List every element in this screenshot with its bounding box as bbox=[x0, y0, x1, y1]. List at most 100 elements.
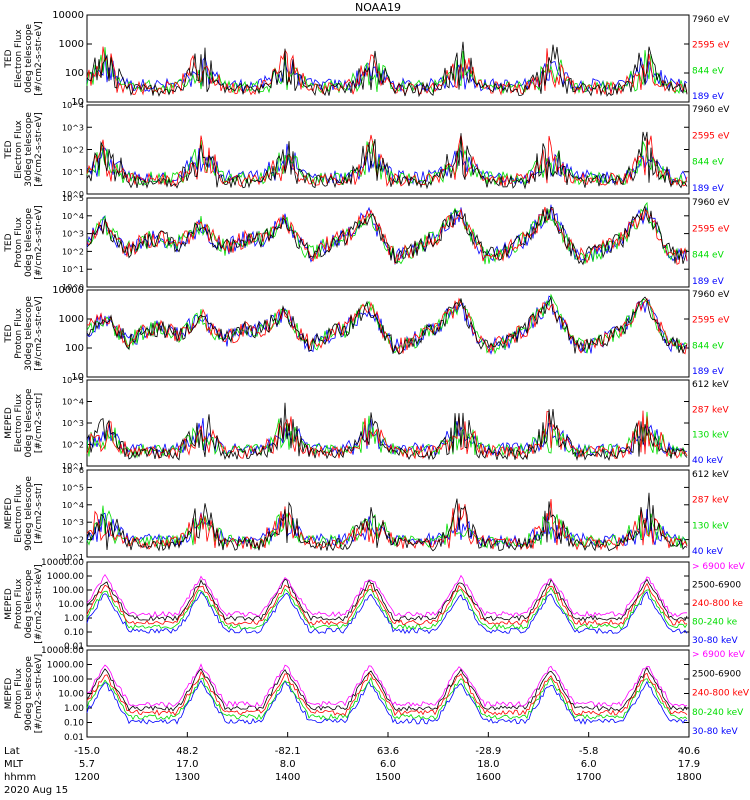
y-axis-label-line: 30deg telescope bbox=[24, 112, 34, 187]
y-axis-label-line: 0deg telescope bbox=[24, 208, 34, 278]
x-tick-label: 17.0 bbox=[176, 759, 198, 770]
x-row-label: MLT bbox=[4, 759, 24, 770]
series-trace bbox=[86, 586, 688, 630]
series-trace bbox=[86, 41, 688, 98]
y-axis-label-line: MEPED bbox=[4, 407, 14, 439]
y-tick-label: 10.00 bbox=[58, 690, 84, 700]
y-tick-label: 100.00 bbox=[53, 675, 85, 685]
y-tick-label: 1000.00 bbox=[47, 572, 84, 582]
y-axis-label: TEDElectron Flux30deg telescope[#/cm2-s-… bbox=[4, 112, 44, 187]
series-trace bbox=[86, 418, 688, 457]
x-tick-label: 5.7 bbox=[79, 759, 95, 770]
y-tick-label: 10000.00 bbox=[41, 646, 84, 656]
x-tick-label: 6.0 bbox=[380, 759, 396, 770]
y-tick-label: 10^2 bbox=[62, 441, 84, 450]
series-trace bbox=[86, 293, 688, 355]
y-axis-label: TEDElectron Flux0deg telescope[#/cm2-s-s… bbox=[4, 21, 44, 96]
legend-entry: 2500-6900 bbox=[692, 581, 741, 591]
y-tick-label: 10^3 bbox=[62, 518, 84, 527]
legend-entry: 844 eV bbox=[692, 158, 725, 168]
legend-entry: > 6900 keV bbox=[692, 650, 746, 660]
y-axis-label-line: Electron Flux bbox=[14, 120, 24, 179]
y-axis-label-line: 0deg telescope bbox=[24, 569, 34, 639]
y-axis-label-line: Proton Flux bbox=[14, 217, 24, 268]
x-tick-label: 1500 bbox=[375, 772, 400, 783]
y-tick-label: 10^5 bbox=[62, 376, 84, 385]
y-axis-label-line: 30deg telescope bbox=[24, 296, 34, 371]
y-axis-label-line: MEPED bbox=[4, 678, 14, 710]
series-trace bbox=[86, 201, 688, 265]
x-tick-label: 48.2 bbox=[176, 746, 198, 757]
y-axis-label-line: Electron Flux bbox=[14, 484, 24, 543]
legend-entry: 2595 eV bbox=[692, 131, 730, 141]
y-tick-label: 100.00 bbox=[53, 586, 85, 596]
y-axis-label-line: [#/cm2-s-str-keV] bbox=[34, 654, 44, 733]
y-axis-label-line: MEPED bbox=[4, 498, 14, 530]
legend-entry: 40 keV bbox=[692, 547, 724, 557]
y-tick-label: 0.10 bbox=[64, 719, 84, 729]
y-tick-label: 10^6 bbox=[62, 466, 84, 475]
x-tick-label: 40.6 bbox=[678, 746, 700, 757]
y-tick-label: 10^3 bbox=[62, 419, 84, 428]
legend-entry: 7960 eV bbox=[692, 105, 730, 115]
series-trace bbox=[86, 411, 688, 459]
y-axis-label-line: 0deg telescope bbox=[24, 24, 34, 94]
y-axis-label-line: [#/cm2-s-str] bbox=[34, 393, 44, 453]
legend-entry: 2500-6900 bbox=[692, 669, 741, 679]
legend-entry: 240-800 keV bbox=[692, 689, 750, 699]
y-axis-label-line: Electron Flux bbox=[14, 29, 24, 88]
x-tick-label: 1800 bbox=[676, 772, 701, 783]
panel-4: 10000 1000 100 10 TEDProton Flux30deg telesc… bbox=[4, 285, 730, 383]
y-axis-label-line: [#/cm2-s-str-keV] bbox=[34, 564, 44, 643]
series-trace bbox=[86, 671, 688, 716]
x-tick-label: 1400 bbox=[275, 772, 300, 783]
y-axis-label: MEPEDElectron Flux90deg telescope[#/cm2-… bbox=[4, 476, 44, 551]
y-tick-label: 10^0 bbox=[62, 190, 84, 199]
x-row-label: Lat bbox=[4, 746, 20, 757]
x-tick-label: 1300 bbox=[175, 772, 200, 783]
y-tick-label: 0.01 bbox=[64, 642, 84, 652]
x-tick-label: 1700 bbox=[576, 772, 601, 783]
y-axis-label: TEDProton Flux0deg telescope[#/cm2-s-str… bbox=[4, 205, 44, 280]
panel-1: 10000 1000 100 10 TEDElectron Flux0deg teles… bbox=[4, 10, 730, 108]
y-tick-label: 10.00 bbox=[58, 600, 84, 610]
panel-2: 10^4 10^3 10^2 10^1 10^0 TEDElectron Flux30de… bbox=[4, 101, 730, 199]
legend-entry: 287 keV bbox=[692, 405, 729, 415]
legend-entry: 189 eV bbox=[692, 92, 725, 102]
series-trace bbox=[86, 591, 688, 635]
series-trace bbox=[86, 663, 688, 708]
y-tick-label: 10^2 bbox=[62, 146, 84, 155]
series-trace bbox=[86, 679, 688, 725]
y-axis-label-line: [#/cm2-s-str-eV] bbox=[34, 112, 44, 187]
y-axis-label-line: MEPED bbox=[4, 588, 14, 620]
y-tick-label: 100 bbox=[65, 68, 84, 79]
series-trace bbox=[86, 578, 688, 622]
x-tick-label: 17.9 bbox=[678, 759, 700, 770]
y-axis-label-line: TED bbox=[4, 233, 14, 252]
legend-entry: 612 keV bbox=[692, 470, 729, 480]
panel-frame bbox=[86, 197, 690, 288]
series-trace bbox=[86, 134, 688, 188]
y-tick-label: 1000 bbox=[59, 314, 84, 325]
y-axis-label-line: [#/cm2-s-str-eV] bbox=[34, 21, 44, 96]
y-tick-label: 10000 bbox=[52, 285, 84, 296]
panel-5: 10^5 10^4 10^3 10^2 10^1 MEPEDElectron Flux0d… bbox=[4, 376, 729, 471]
panel-6: 10^6 10^5 10^4 10^3 10^2 10^1 MEPEDElectron Fl… bbox=[4, 466, 729, 562]
panel-3: 10^5 10^4 10^3 10^2 10^1 10^0 TEDProton Flux0d… bbox=[4, 194, 730, 292]
legend-entry: 2595 eV bbox=[692, 224, 730, 234]
y-tick-label: 10^1 bbox=[62, 462, 84, 471]
y-axis-label-line: TED bbox=[4, 49, 14, 68]
legend-entry: 80-240 keV bbox=[692, 708, 744, 718]
y-axis-label: MEPEDProton Flux90deg telescope[#/cm2-s-… bbox=[4, 654, 44, 733]
series-trace bbox=[86, 143, 688, 185]
y-tick-label: 10^2 bbox=[62, 247, 84, 256]
x-tick-label: -82.1 bbox=[275, 746, 301, 757]
legend-entry: 7960 eV bbox=[692, 15, 730, 25]
y-axis-label: TEDProton Flux30deg telescope[#/cm2-s-st… bbox=[4, 296, 44, 371]
y-tick-label: 10^3 bbox=[62, 230, 84, 239]
y-axis-label-line: [#/cm2-s-str-eV] bbox=[34, 296, 44, 371]
y-axis-label-line: TED bbox=[4, 324, 14, 343]
y-axis-label: MEPEDElectron Flux0deg telescope[#/cm2-s… bbox=[4, 388, 44, 458]
series-trace bbox=[86, 297, 688, 355]
series-trace bbox=[86, 204, 688, 265]
